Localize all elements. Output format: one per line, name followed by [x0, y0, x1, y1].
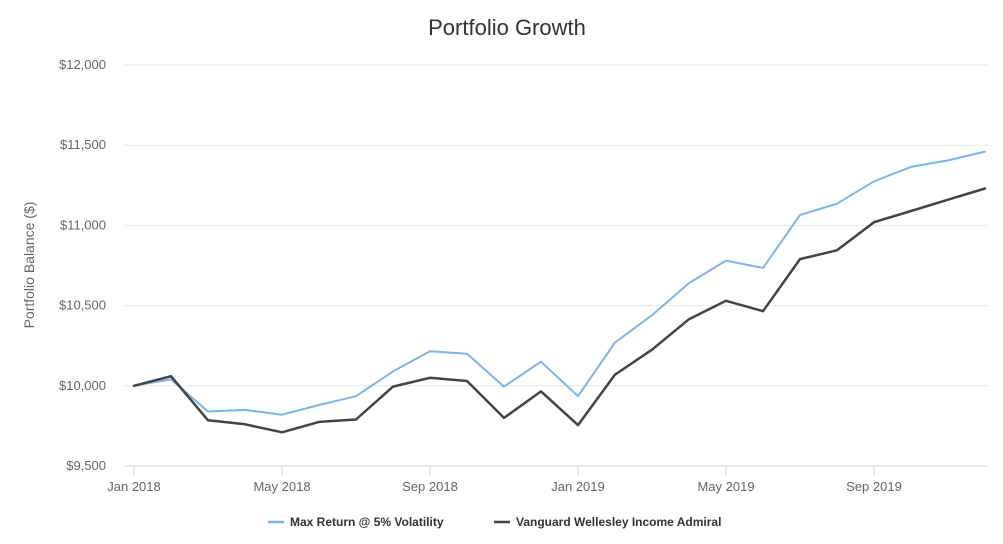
legend-item[interactable]: Max Return @ 5% Volatility	[268, 515, 444, 529]
y-axis-title: Portfolio Balance ($)	[21, 202, 37, 329]
series-lines	[132, 150, 987, 434]
x-tick-label: Jan 2018	[107, 479, 161, 494]
gridlines	[124, 64, 988, 387]
y-tick-label: $10,500	[59, 298, 106, 313]
x-tick-label: May 2018	[253, 479, 310, 494]
series-line-1	[133, 150, 986, 416]
legend-item[interactable]: Vanguard Wellesley Income Admiral	[494, 515, 721, 529]
chart-title: Portfolio Growth	[428, 15, 586, 40]
legend[interactable]: Max Return @ 5% Volatility Vanguard Welle…	[268, 515, 721, 529]
legend-label: Max Return @ 5% Volatility	[290, 515, 444, 529]
y-axis-ticks: $9,500 $10,000 $10,500 $11,000 $11,500 $12,00…	[59, 57, 106, 473]
x-tick-label: Sep 2019	[846, 479, 902, 494]
y-tick-label: $10,000	[59, 378, 106, 393]
y-tick-label: $11,500	[60, 137, 106, 152]
y-tick-label: $9,500	[66, 458, 106, 473]
legend-label: Vanguard Wellesley Income Admiral	[516, 515, 721, 529]
y-tick-label: $12,000	[59, 57, 106, 72]
x-tick-label: Jan 2019	[551, 479, 605, 494]
x-axis: Jan 2018 May 2018 Sep 2018 Jan 2019 May 2019…	[107, 465, 988, 494]
series-line-2	[132, 187, 987, 434]
y-tick-label: $11,000	[60, 217, 106, 232]
x-tick-label: Sep 2018	[402, 479, 458, 494]
x-tick-label: May 2019	[697, 479, 754, 494]
